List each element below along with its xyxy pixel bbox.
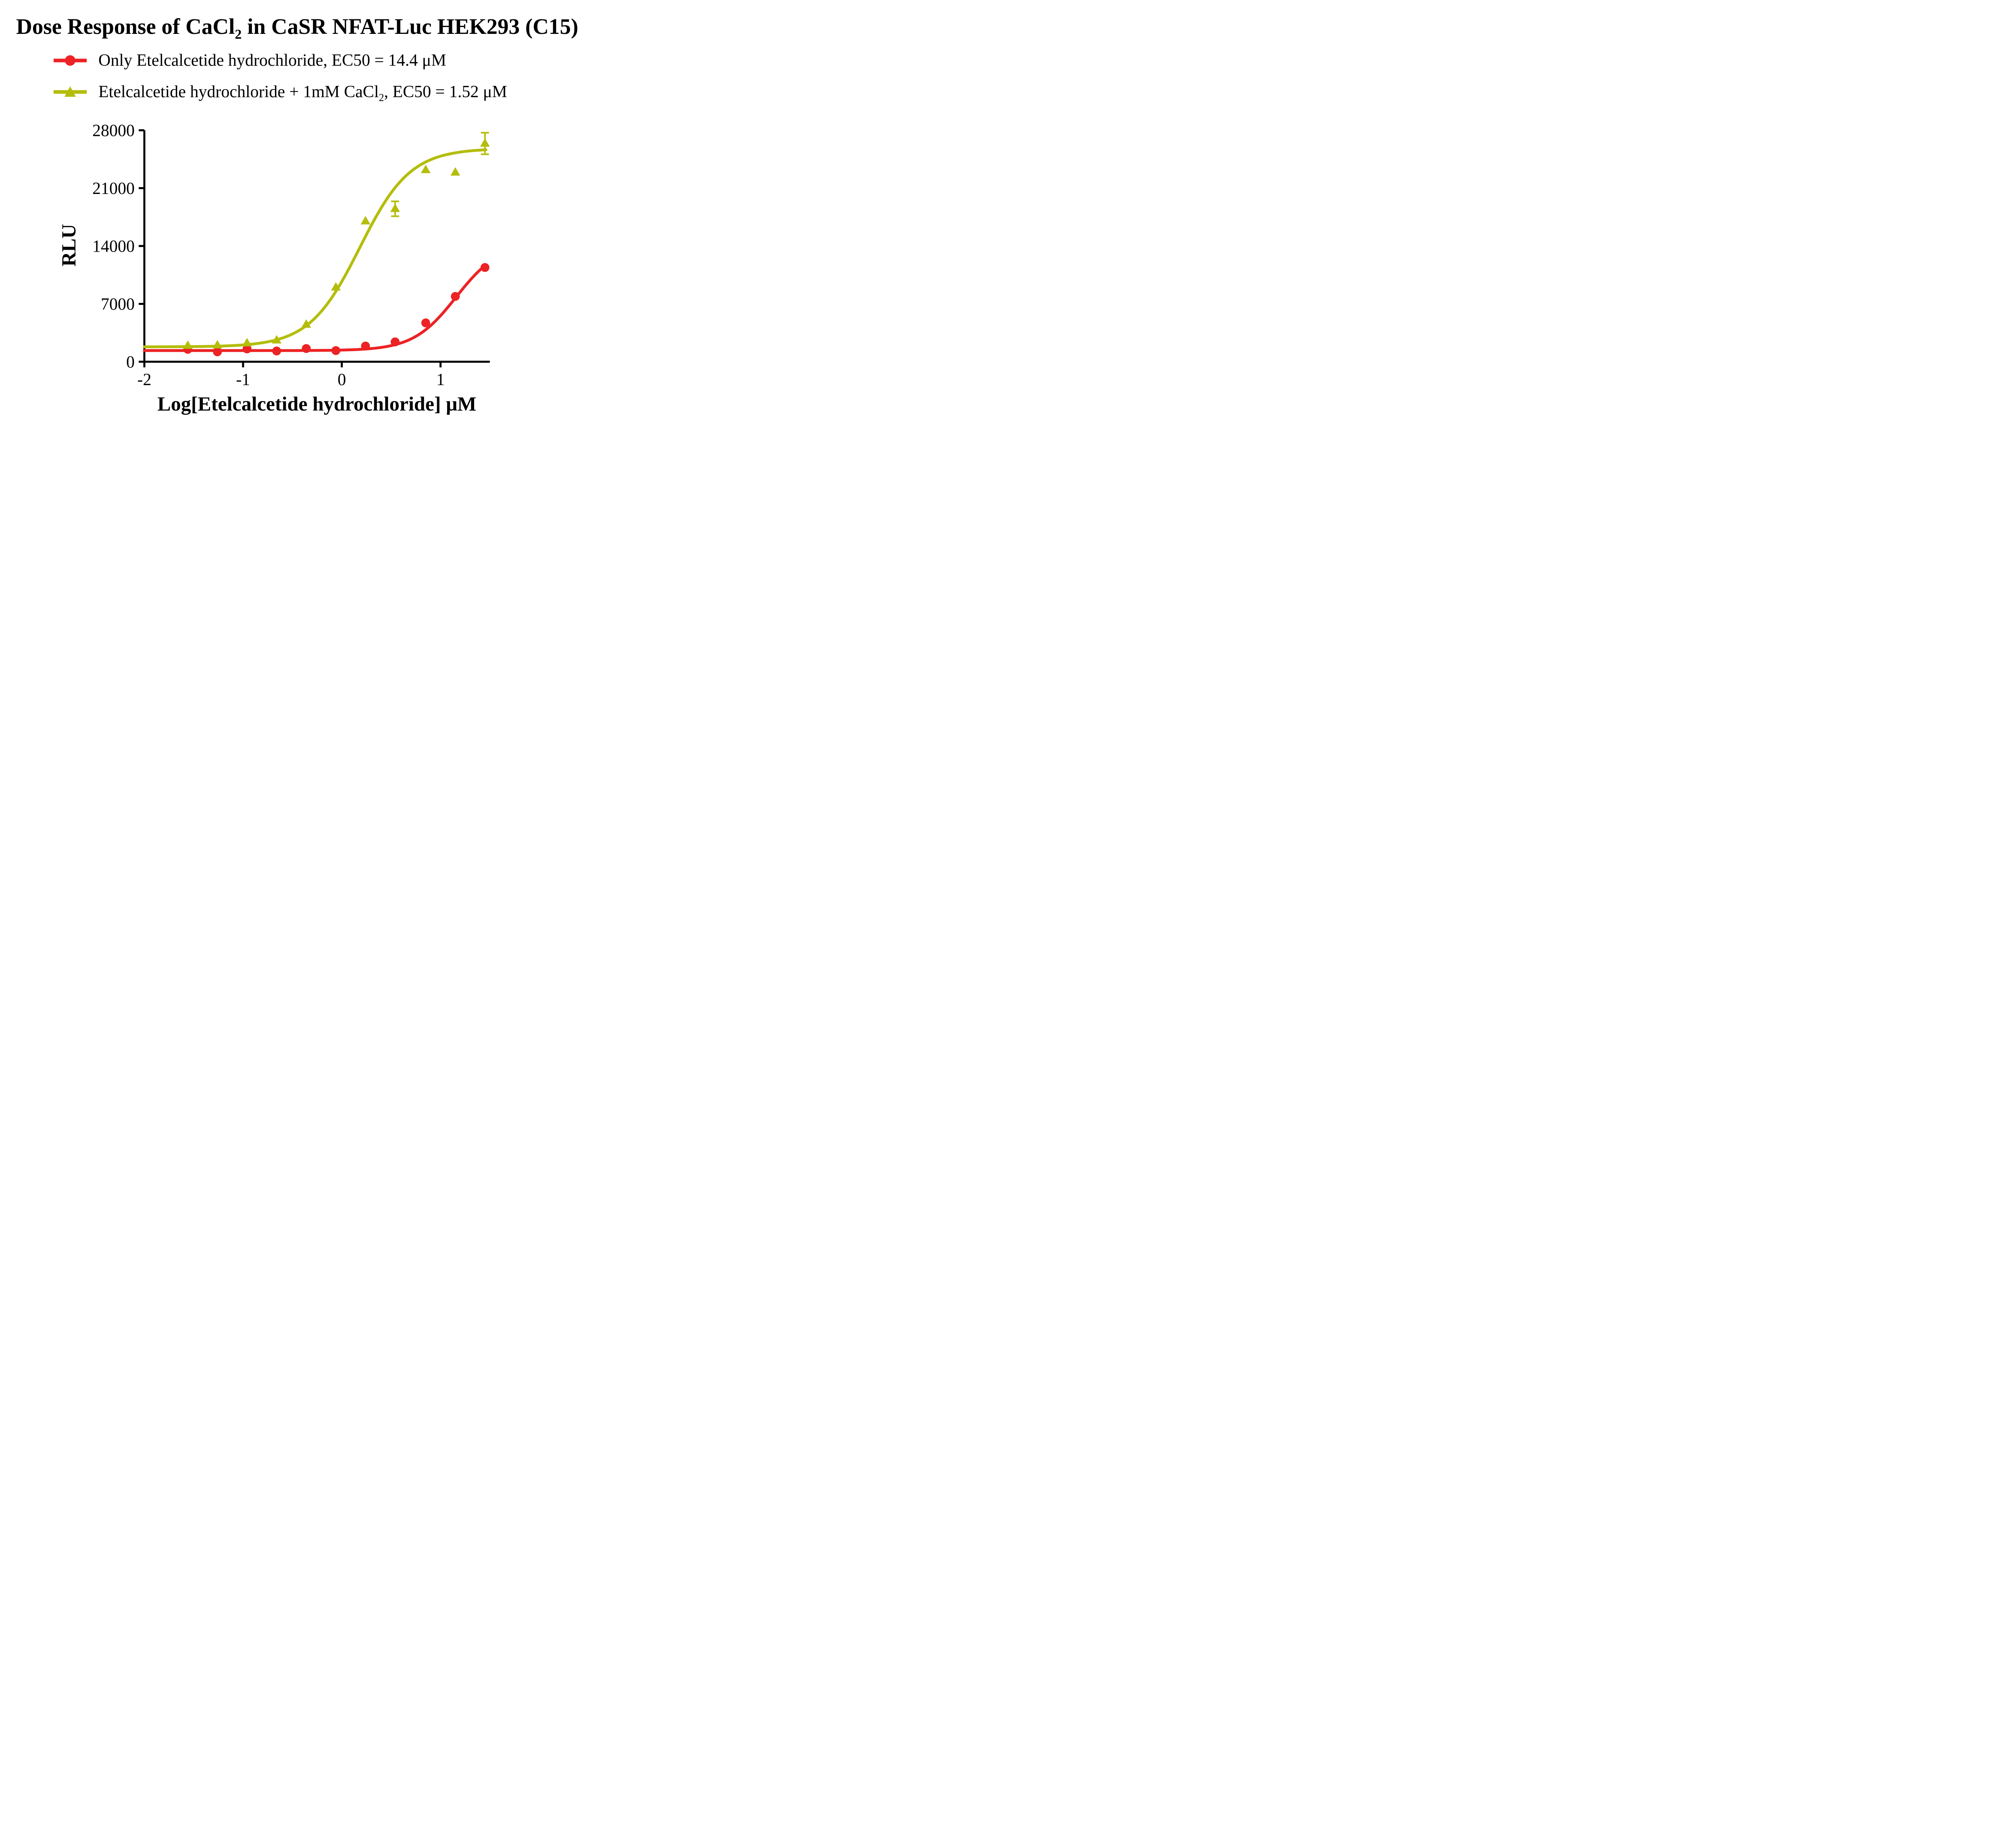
axes [139, 129, 490, 367]
series-circle [143, 263, 489, 356]
chart-title-text-after: in CaSR NFAT-Luc HEK293 (C15) [242, 14, 579, 39]
y-tick-label: 21000 [92, 179, 135, 198]
data-point [183, 340, 193, 349]
data-point [301, 319, 311, 328]
legend: Only Etelcalcetide hydrochloride, EC50 =… [52, 49, 507, 112]
dose-response-chart: Dose Response of CaCl2 in CaSR NFAT-Luc … [0, 0, 623, 433]
data-point [480, 138, 490, 147]
data-point [212, 340, 223, 348]
legend-marker-triangle [54, 86, 87, 97]
legend-label-olive-text-after: , EC50 = 1.52 μM [384, 83, 507, 101]
y-tick-label: 7000 [101, 295, 135, 314]
data-point [360, 216, 371, 225]
legend-item-olive: Etelcalcetide hydrochloride + 1mM CaCl2,… [52, 81, 507, 103]
data-point [302, 344, 311, 353]
x-tick-label: -1 [236, 371, 250, 389]
series-triangle [143, 132, 490, 349]
data-point [390, 337, 400, 346]
data-point [390, 203, 400, 212]
legend-label-olive-subscript: 2 [379, 92, 384, 104]
data-point [451, 292, 460, 301]
chart-title-subscript: 2 [235, 27, 242, 42]
data-point [421, 318, 430, 327]
x-axis-title: Log[Etelcalcetide hydrochloride] μM [157, 392, 477, 415]
y-tick-label: 28000 [92, 121, 135, 140]
legend-label-olive: Etelcalcetide hydrochloride + 1mM CaCl2,… [98, 82, 507, 104]
plot-area: 0 7000 14000 21000 28000 -2 -1 0 1 [92, 121, 490, 389]
data-point [272, 346, 281, 356]
data-point [361, 342, 370, 351]
data-point [331, 282, 341, 291]
x-tick-label: -2 [137, 371, 152, 389]
data-point [331, 346, 341, 355]
data-point [272, 335, 282, 344]
fit-curve [143, 148, 487, 348]
fit-curve [143, 263, 487, 352]
chart-title-text: Dose Response of CaCl [16, 14, 235, 39]
tick-labels: 0 7000 14000 21000 28000 -2 -1 0 1 [92, 121, 445, 389]
x-tick-label: 1 [436, 371, 445, 389]
data-point [242, 338, 252, 346]
legend-item-red: Only Etelcalcetide hydrochloride, EC50 =… [52, 49, 507, 72]
legend-label-olive-text: Etelcalcetide hydrochloride + 1mM CaCl [98, 83, 379, 101]
y-tick-label: 14000 [92, 237, 135, 256]
legend-label-red: Only Etelcalcetide hydrochloride, EC50 =… [98, 51, 446, 70]
data-point [450, 167, 460, 176]
data-point [213, 347, 222, 356]
legend-triangle-marker [65, 86, 76, 97]
legend-label-red-text: Only Etelcalcetide hydrochloride, EC50 =… [98, 51, 446, 70]
legend-circle-marker [65, 55, 75, 66]
data-point [480, 263, 489, 272]
chart-title: Dose Response of CaCl2 in CaSR NFAT-Luc … [16, 14, 579, 42]
data-point [421, 165, 431, 173]
y-tick-label: 0 [126, 353, 135, 371]
x-tick-label: 0 [337, 371, 346, 389]
data-point [242, 344, 252, 354]
legend-marker-circle [54, 55, 87, 66]
